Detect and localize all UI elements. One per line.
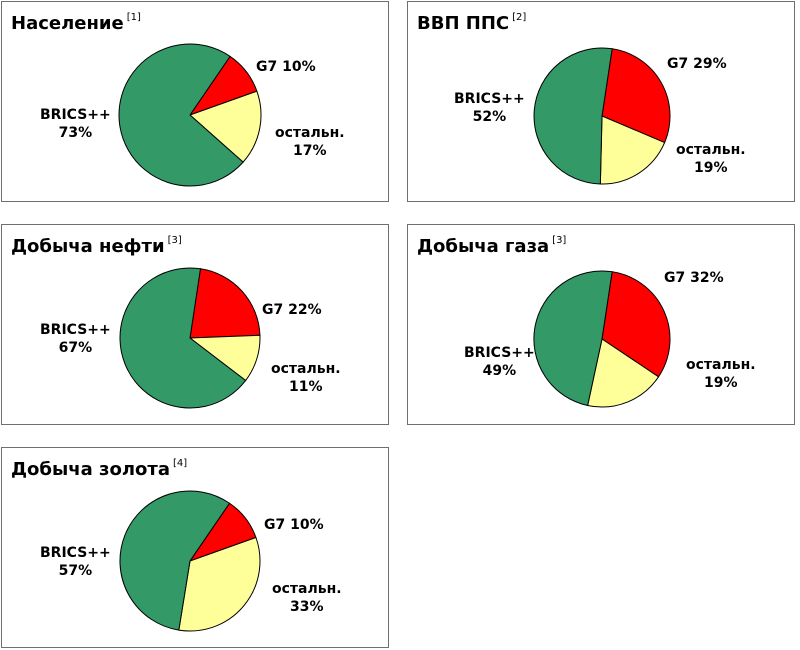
pie-chart — [118, 43, 262, 187]
label-others: остальн. 19% — [676, 142, 746, 176]
pie-slice-g7 — [601, 271, 671, 378]
footnote-ref: [1] — [126, 12, 141, 23]
pie-chart — [119, 267, 261, 409]
pie-slice-g7 — [601, 48, 671, 144]
pie-slice-others — [599, 115, 666, 185]
chart-panel-population: Население [1] BRICS++ 73% G7 10% остальн. 1… — [1, 1, 389, 202]
pie-slice-others — [178, 536, 261, 632]
pie-chart — [533, 270, 671, 408]
pie-chart — [119, 490, 261, 632]
chart-title: Добыча газа [3] — [417, 235, 567, 257]
footnote-ref: [4] — [172, 458, 188, 469]
label-brics: BRICS++ 67% — [40, 322, 111, 356]
pie-slice-brics — [118, 43, 244, 187]
pie-slice-others — [587, 338, 660, 408]
label-g7: G7 10% — [264, 517, 324, 533]
chart-panel-gold: Добыча золота [4] BRICS++ 57% G7 10% остал… — [1, 447, 389, 648]
chart-title: Население [1] — [11, 12, 141, 34]
footnote-ref: [2] — [512, 12, 527, 23]
label-brics: BRICS++ 57% — [40, 545, 111, 579]
label-others: остальн. 19% — [686, 357, 756, 391]
pie-slice-others — [189, 90, 262, 163]
pie-slice-brics — [119, 490, 231, 631]
label-g7: G7 10% — [256, 59, 316, 75]
pie-chart — [533, 47, 671, 185]
chart-panel-oil: Добыча нефти [3] BRICS++ 67% G7 22% осталь… — [1, 224, 389, 425]
label-g7: G7 32% — [664, 270, 724, 286]
chart-panel-gas: Добыча газа [3] BRICS++ 49% G7 32% остальн… — [407, 224, 795, 425]
label-g7: G7 29% — [667, 56, 727, 72]
footnote-ref: [3] — [167, 235, 182, 246]
pie-slice-brics — [533, 47, 613, 185]
label-others: остальн. 17% — [275, 125, 345, 159]
chart-panel-gdp-ppp: ВВП ППС [2] BRICS++ 52% G7 29% остальн. 19% — [407, 1, 795, 202]
label-brics: BRICS++ 73% — [40, 107, 111, 141]
label-brics: BRICS++ 52% — [454, 91, 525, 125]
label-brics: BRICS++ 49% — [464, 345, 535, 379]
footnote-ref: [3] — [552, 235, 567, 246]
chart-title: ВВП ППС [2] — [417, 12, 527, 34]
label-others: остальн. 11% — [271, 361, 341, 395]
label-others: остальн. 33% — [272, 581, 342, 615]
pie-slice-brics — [119, 267, 247, 409]
pie-slice-brics — [533, 270, 613, 407]
chart-title: Добыча золота [4] — [11, 458, 188, 480]
label-g7: G7 22% — [262, 302, 322, 318]
chart-title: Добыча нефти [3] — [11, 235, 182, 257]
pie-slice-g7 — [189, 268, 261, 339]
